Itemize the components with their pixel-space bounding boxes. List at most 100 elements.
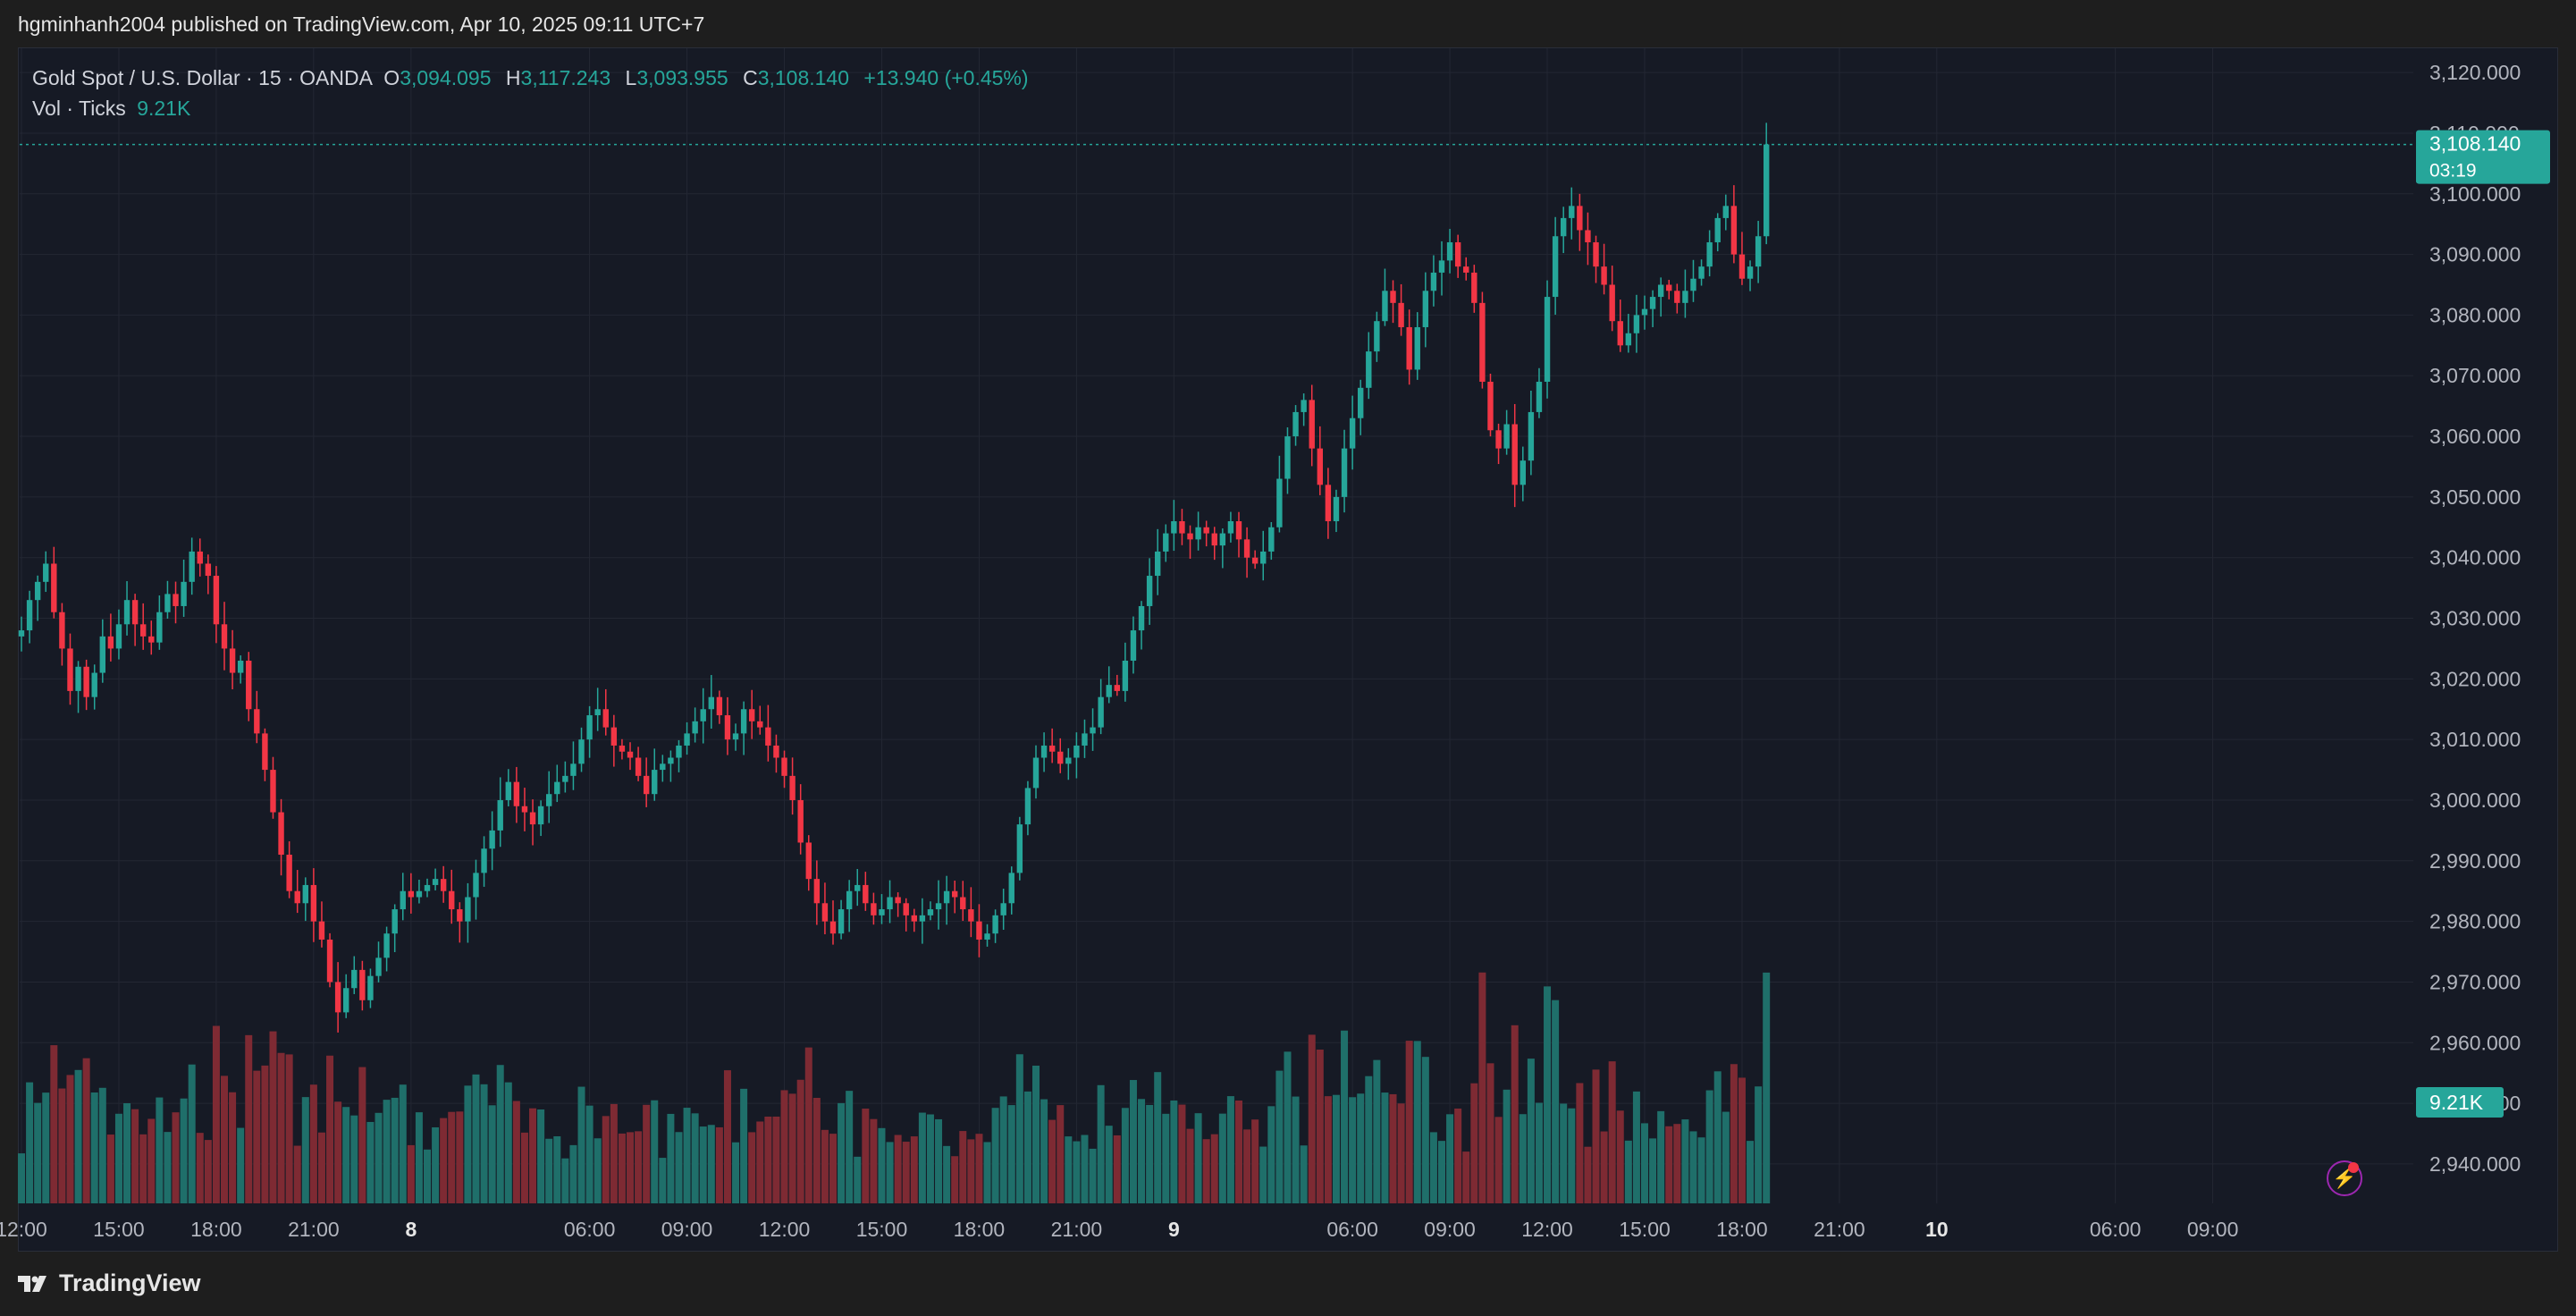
volume-bar xyxy=(391,1097,399,1203)
volume-bar xyxy=(18,1153,25,1203)
candle xyxy=(1471,265,1477,313)
volume-bar xyxy=(74,1069,82,1203)
candle xyxy=(1617,299,1623,352)
volume-tag-value: 9.21K xyxy=(2429,1091,2484,1114)
volume-bar xyxy=(1462,1152,1470,1203)
candle-body xyxy=(189,551,195,582)
volume-bar xyxy=(553,1135,561,1203)
candle-body xyxy=(1593,242,1599,267)
high-label: H xyxy=(505,66,521,89)
candle-body xyxy=(140,624,147,637)
volume-bar xyxy=(1235,1100,1242,1203)
chart-panel[interactable] xyxy=(18,47,2558,1252)
volume-bar xyxy=(1186,1128,1194,1203)
candle xyxy=(1211,527,1217,561)
candle xyxy=(676,739,682,772)
candle-body xyxy=(1008,873,1014,904)
candle-body xyxy=(351,969,358,989)
candle xyxy=(1382,268,1388,326)
candle xyxy=(716,690,723,724)
volume-bar xyxy=(1218,1113,1226,1203)
candle xyxy=(1552,216,1559,316)
candle xyxy=(1577,193,1583,251)
candle xyxy=(992,909,998,943)
candle xyxy=(1016,816,1023,881)
volume-bar xyxy=(58,1088,66,1203)
candle-body xyxy=(1552,236,1559,298)
candle-body xyxy=(927,909,934,915)
candle-body xyxy=(1649,297,1656,309)
volume-bar xyxy=(1552,1000,1560,1203)
volume-bar xyxy=(585,1105,593,1203)
candle-body xyxy=(416,890,423,898)
price-tag-value: 3,108.140 xyxy=(2429,132,2521,156)
candle xyxy=(1243,527,1250,578)
tradingview-logo-icon xyxy=(18,1275,46,1292)
volume-bar xyxy=(383,1100,391,1203)
volume-bar xyxy=(261,1065,269,1203)
symbol-name[interactable]: Gold Spot / U.S. Dollar · 15 · OANDA xyxy=(32,66,373,89)
candle xyxy=(1309,384,1315,467)
candle-body xyxy=(383,933,390,958)
volume-bar xyxy=(1624,1140,1632,1203)
volume-bar xyxy=(317,1132,325,1203)
candle xyxy=(51,546,57,619)
candle xyxy=(1738,232,1746,285)
volume-bar xyxy=(334,1101,342,1203)
volume-bar xyxy=(651,1100,659,1203)
volume-bar xyxy=(1592,1069,1600,1203)
candle xyxy=(1301,393,1307,426)
volume-bar xyxy=(301,1097,309,1203)
candle xyxy=(181,559,187,617)
candle xyxy=(1106,666,1112,704)
volume-bar xyxy=(593,1138,602,1203)
candle xyxy=(968,887,974,938)
price-tag-countdown: 03:19 xyxy=(2429,161,2477,181)
candle-body xyxy=(43,563,49,582)
candle xyxy=(879,894,885,924)
candle-body xyxy=(1284,436,1291,479)
candle xyxy=(107,613,114,662)
candle-body xyxy=(1138,605,1145,631)
volume-bar xyxy=(309,1084,317,1203)
candle-body xyxy=(1422,291,1429,327)
volume-bar xyxy=(106,1135,114,1203)
candle-body xyxy=(254,709,260,734)
volume-bar xyxy=(756,1121,764,1203)
volume-bar xyxy=(894,1135,902,1203)
candle-body xyxy=(1528,411,1535,461)
price-tick-label: 3,060.000 xyxy=(2429,425,2521,448)
volume-bar xyxy=(358,1067,366,1203)
candle xyxy=(140,603,147,650)
brand-name[interactable]: TradingView xyxy=(59,1270,201,1296)
volume-bar xyxy=(1405,1041,1413,1203)
candle xyxy=(1398,283,1404,336)
candle xyxy=(1706,230,1713,277)
volume-bar xyxy=(1097,1084,1105,1203)
volume-label[interactable]: Vol · Ticks xyxy=(32,97,126,120)
volume-bar xyxy=(1722,1111,1730,1203)
candle xyxy=(237,655,244,684)
volume-bar xyxy=(715,1126,723,1203)
candle xyxy=(1138,601,1145,650)
candle xyxy=(302,877,308,922)
volume-bar xyxy=(732,1142,740,1203)
candle xyxy=(805,835,812,891)
volume-bar xyxy=(1162,1113,1170,1203)
volume-bar xyxy=(812,1098,821,1203)
candle xyxy=(1446,229,1453,274)
volume-bar xyxy=(285,1054,293,1203)
price-tick-label: 3,010.000 xyxy=(2429,728,2521,751)
volume-bar xyxy=(1568,1108,1576,1203)
candle-body xyxy=(1163,533,1169,552)
candle xyxy=(1114,674,1120,696)
candle-body xyxy=(1024,788,1031,825)
volume-bar xyxy=(1007,1105,1015,1203)
volume-bar xyxy=(951,1156,959,1203)
candle xyxy=(1179,509,1185,545)
candle-body xyxy=(1382,291,1388,322)
candle xyxy=(18,616,25,652)
price-tick-label: 3,100.000 xyxy=(2429,182,2521,206)
candle xyxy=(773,734,779,773)
